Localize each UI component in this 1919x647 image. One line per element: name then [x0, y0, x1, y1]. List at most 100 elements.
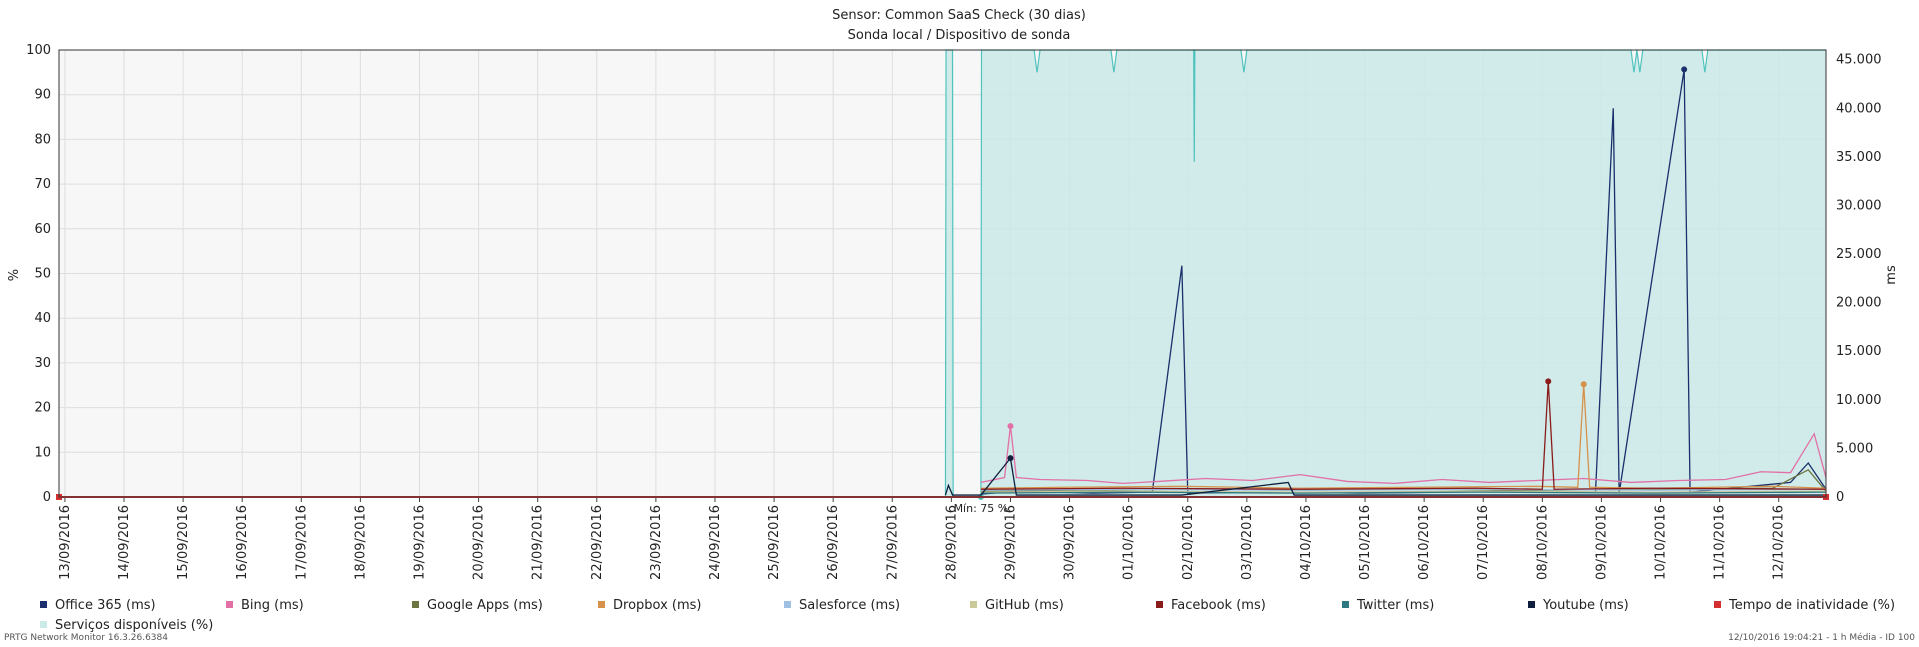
x-tick-label: 16/09/2016 — [235, 505, 250, 580]
series-peak-marker — [1007, 455, 1014, 462]
legend-label: GitHub (ms) — [985, 598, 1064, 613]
series-line — [980, 488, 1827, 491]
series-peak-marker — [1681, 66, 1688, 73]
x-tick-label: 25/09/2016 — [767, 505, 782, 580]
legend-swatch — [1342, 601, 1349, 608]
y-tick-label-left: 80 — [34, 132, 51, 147]
series-line-servicos-disponiveis — [944, 49, 1826, 498]
y-axis-left-label: % — [7, 269, 22, 281]
y-tick-label-right: 20.000 — [1836, 296, 1882, 311]
legend-label: Tempo de inatividade (%) — [1729, 598, 1896, 613]
y-tick-label-left: 90 — [34, 88, 51, 103]
x-tick-label: 21/09/2016 — [531, 505, 546, 580]
x-tick-label: 20/09/2016 — [472, 505, 487, 580]
x-tick-label: 02/10/2016 — [1181, 505, 1196, 580]
legend-label: Dropbox (ms) — [613, 598, 702, 613]
y-tick-label-right: 40.000 — [1836, 101, 1882, 116]
legend-item: Bing (ms) — [226, 598, 304, 613]
y-tick-label-left: 50 — [34, 267, 51, 282]
chart-subtitle: Sonda local / Dispositivo de sonda — [848, 28, 1071, 43]
legend-swatch — [784, 601, 791, 608]
x-tick-label: 11/10/2016 — [1713, 505, 1728, 580]
footer-left: PRTG Network Monitor 16.3.26.6384 — [4, 633, 168, 643]
x-tick-label: 01/10/2016 — [1122, 505, 1137, 580]
legend-swatch — [598, 601, 605, 608]
legend-item: Facebook (ms) — [1156, 598, 1266, 613]
plot-frame — [58, 49, 1827, 498]
x-tick-label: 26/09/2016 — [826, 505, 841, 580]
y-axis-right-label: ms — [1884, 265, 1899, 285]
legend-item: Serviços disponíveis (%) — [40, 618, 213, 633]
series-line — [980, 491, 1827, 494]
legend-label: Salesforce (ms) — [799, 598, 901, 613]
y-tick-label-left: 40 — [34, 311, 51, 326]
y-tick-label-left: 0 — [43, 490, 51, 505]
legend-swatch — [970, 601, 977, 608]
y-tick-label-left: 70 — [34, 177, 51, 192]
x-tick-label: 06/10/2016 — [1417, 505, 1432, 580]
legend-item: Tempo de inatividade (%) — [1714, 598, 1895, 613]
x-tick-label: 17/09/2016 — [294, 505, 309, 580]
series-peak-marker — [1580, 381, 1587, 388]
y-tick-label-right: 10.000 — [1836, 393, 1882, 408]
y-tick-label-right: 25.000 — [1836, 247, 1882, 262]
legend-swatch — [40, 601, 47, 608]
legend-label: Google Apps (ms) — [427, 598, 543, 613]
legend-item: Youtube (ms) — [1528, 598, 1629, 613]
legend-item: Office 365 (ms) — [40, 598, 156, 613]
y-tick-label-right: 30.000 — [1836, 198, 1882, 213]
series-line — [980, 490, 1827, 493]
x-tick-label: 18/09/2016 — [353, 505, 368, 580]
y-tick-label-left: 60 — [34, 222, 51, 237]
x-tick-label: 07/10/2016 — [1476, 505, 1491, 580]
legend-swatch — [226, 601, 233, 608]
legend-item: Twitter (ms) — [1342, 598, 1434, 613]
legend-item: Google Apps (ms) — [412, 598, 543, 613]
y-tick-label-right: 0 — [1836, 490, 1844, 505]
chart-title: Sensor: Common SaaS Check (30 dias) — [832, 8, 1086, 23]
legend-label: Office 365 (ms) — [55, 598, 156, 613]
chart-canvas: Sensor: Common SaaS Check (30 dias) Sond… — [7, 8, 1899, 580]
series-line — [980, 425, 1827, 485]
x-tick-label: 23/09/2016 — [649, 505, 664, 580]
y-tick-label-left: 30 — [34, 356, 51, 371]
legend-label: Facebook (ms) — [1171, 598, 1266, 613]
series-peak-marker — [1545, 378, 1552, 385]
x-tick-label: 28/09/2016 — [944, 505, 959, 580]
legend-swatch — [1156, 601, 1163, 608]
series-line — [944, 456, 1826, 496]
x-tick-label: 22/09/2016 — [590, 505, 605, 580]
y-tick-label-left: 10 — [34, 445, 51, 460]
x-tick-label: 19/09/2016 — [412, 505, 427, 580]
x-tick-label: 24/09/2016 — [708, 505, 723, 580]
legend: Office 365 (ms) Bing (ms) Google Apps (ms)… — [40, 598, 1900, 638]
x-tick-label: 03/10/2016 — [1240, 505, 1255, 580]
legend-swatch — [1714, 601, 1721, 608]
footer-right: 12/10/2016 19:04:21 - 1 h Média - ID 100 — [1728, 633, 1915, 643]
y-tick-label-right: 45.000 — [1836, 53, 1882, 68]
series-line — [980, 381, 1827, 490]
legend-label: Twitter (ms) — [1357, 598, 1435, 613]
series-area-servicos-disponiveis — [945, 50, 1826, 497]
legend-swatch — [1528, 601, 1535, 608]
x-tick-label: 13/09/2016 — [58, 505, 73, 580]
legend-label: Serviços disponíveis (%) — [55, 618, 214, 633]
x-tick-label: 14/09/2016 — [117, 505, 132, 580]
legend-swatch — [40, 621, 47, 628]
series-peak-marker — [1007, 423, 1014, 430]
legend-label: Youtube (ms) — [1543, 598, 1629, 613]
x-tick-label: 27/09/2016 — [885, 505, 900, 580]
x-tick-label: 30/09/2016 — [1063, 505, 1078, 580]
annotation-min-label: Mín: 75 % — [954, 502, 1009, 515]
legend-item: Dropbox (ms) — [598, 598, 702, 613]
legend-label: Bing (ms) — [241, 598, 304, 613]
legend-swatch — [412, 601, 419, 608]
x-tick-label: 29/09/2016 — [1003, 505, 1018, 580]
y-tick-label-left: 100 — [26, 43, 51, 58]
y-tick-label-right: 5.000 — [1836, 441, 1873, 456]
y-tick-label-left: 20 — [34, 401, 51, 416]
legend-item: Salesforce (ms) — [784, 598, 900, 613]
legend-item: GitHub (ms) — [970, 598, 1064, 613]
plot-area: 0 10 20 30 40 50 60 70 80 90 100 0 5.000 10.000 15.000… — [26, 43, 1881, 580]
x-tick-label: 12/10/2016 — [1772, 505, 1787, 580]
